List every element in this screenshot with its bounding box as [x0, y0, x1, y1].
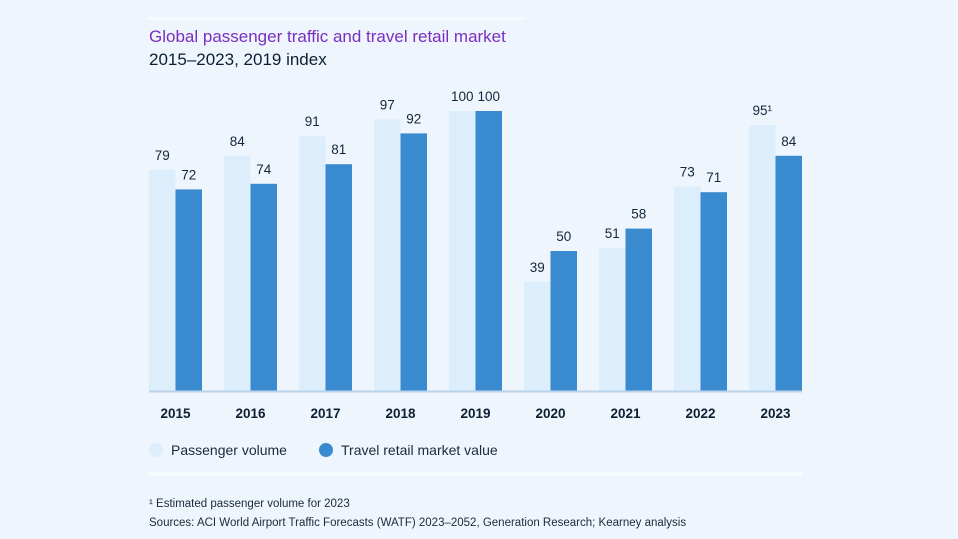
x-tick-label: 2021 — [610, 406, 641, 421]
legend-label: Travel retail market value — [341, 442, 498, 458]
legend-swatch-retail — [319, 443, 333, 457]
bar-2018-1 — [400, 133, 427, 391]
chart-subtitle: 2015–2023, 2019 index — [149, 50, 327, 69]
data-label: 84 — [781, 134, 797, 149]
bar-2021-0 — [599, 248, 626, 391]
data-label: 50 — [556, 229, 571, 244]
bar-2023-0 — [749, 125, 776, 391]
data-label: 39 — [530, 260, 545, 275]
bar-2023-1 — [775, 155, 802, 391]
legend-label: Passenger volume — [171, 442, 287, 458]
top-rule — [148, 17, 526, 20]
bar-2020-1 — [550, 251, 577, 391]
bottom-rule — [148, 472, 802, 476]
data-label: 58 — [631, 207, 646, 222]
legend-swatch-passenger — [149, 443, 163, 457]
legend-item-retail: Travel retail market value — [319, 442, 498, 458]
bar-2017-0 — [299, 136, 326, 391]
x-tick-label: 2023 — [760, 406, 791, 421]
bar-2018-0 — [374, 119, 401, 392]
bar-2019-0 — [449, 111, 476, 391]
data-label: 51 — [605, 226, 620, 241]
x-tick-label: 2022 — [685, 406, 715, 421]
data-label: 100 — [477, 89, 500, 104]
sources: Sources: ACI World Airport Traffic Forec… — [149, 517, 687, 529]
footnote: ¹ Estimated passenger volume for 2023 — [149, 498, 350, 510]
bar-2022-0 — [674, 186, 701, 391]
bar-2017-1 — [325, 164, 352, 391]
data-label: 81 — [331, 142, 346, 157]
data-label: 100 — [451, 89, 474, 104]
data-label: 84 — [230, 134, 246, 149]
data-label: 97 — [380, 97, 395, 112]
data-label: 71 — [706, 170, 721, 185]
legend-item-passenger: Passenger volume — [149, 442, 287, 458]
data-label: 74 — [256, 162, 272, 177]
x-tick-label: 2020 — [535, 406, 565, 421]
data-label: 72 — [181, 167, 196, 182]
bar-2015-1 — [175, 189, 202, 391]
bar-2019-1 — [475, 111, 502, 391]
data-label: 79 — [155, 148, 170, 163]
bar-2016-1 — [250, 183, 277, 391]
bar-2020-0 — [524, 281, 551, 391]
x-tick-label: 2018 — [385, 406, 416, 421]
data-label: 92 — [406, 111, 421, 126]
bar-2022-1 — [700, 192, 727, 391]
data-label: 95¹ — [752, 103, 772, 118]
x-tick-label: 2015 — [160, 406, 191, 421]
data-label: 73 — [680, 165, 695, 180]
bar-2015-0 — [149, 169, 176, 391]
bar-2021-1 — [625, 228, 652, 391]
x-tick-label: 2017 — [310, 406, 340, 421]
bar-2016-0 — [224, 155, 251, 391]
x-tick-label: 2019 — [460, 406, 490, 421]
chart-title: Global passenger traffic and travel reta… — [149, 27, 506, 46]
x-tick-label: 2016 — [235, 406, 266, 421]
data-label: 91 — [305, 114, 320, 129]
